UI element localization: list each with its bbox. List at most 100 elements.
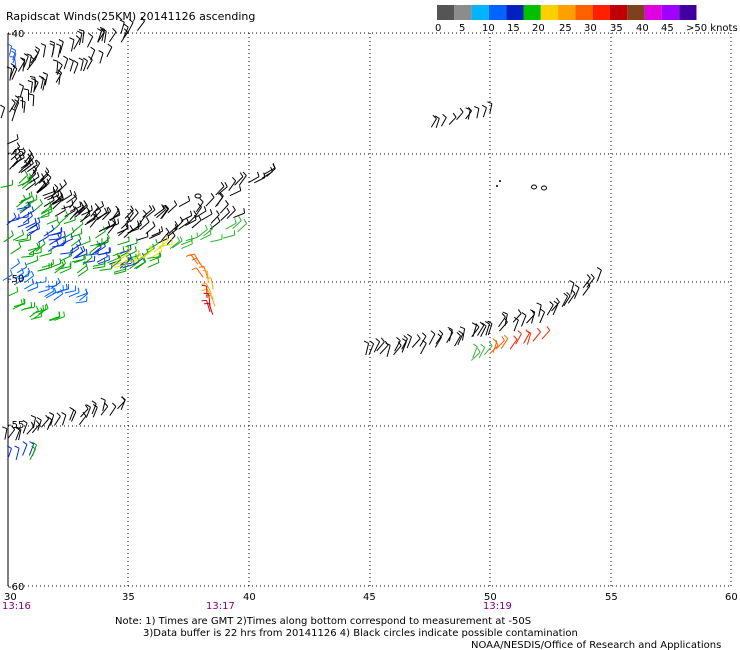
wind-barb xyxy=(73,38,81,50)
wind-barb xyxy=(54,242,67,248)
wind-barb xyxy=(73,63,79,74)
wind-barb xyxy=(60,252,73,255)
wind-barb xyxy=(161,208,170,219)
wind-barb xyxy=(154,208,165,217)
legend-color-box xyxy=(627,5,645,20)
wind-barb xyxy=(99,268,112,271)
wind-barb xyxy=(167,228,178,237)
wind-barb xyxy=(96,256,108,263)
legend-color-box xyxy=(488,5,507,20)
wind-barb xyxy=(180,239,193,246)
wind-barb xyxy=(248,176,260,183)
wind-barb xyxy=(10,66,16,78)
wind-barb xyxy=(74,250,86,259)
wind-barb xyxy=(21,306,32,311)
wind-barb xyxy=(168,225,178,235)
wind-barb xyxy=(18,174,28,184)
wind-barb xyxy=(118,227,128,237)
wind-barb xyxy=(54,235,66,243)
wind-barb xyxy=(27,286,38,292)
lat-lon-grid xyxy=(7,32,732,587)
wind-barb xyxy=(7,448,12,460)
wind-barb xyxy=(114,270,126,275)
wind-barb xyxy=(504,313,508,326)
wind-barb xyxy=(28,246,39,255)
wind-barb xyxy=(58,73,61,85)
wind-barb xyxy=(0,184,13,188)
wind-barb xyxy=(219,204,229,214)
wind-barb xyxy=(573,287,580,299)
wind-barb xyxy=(12,234,24,241)
wind-barb xyxy=(379,344,389,355)
wind-barb xyxy=(40,171,50,181)
pass-time-3: 13:19 xyxy=(483,601,512,612)
wind-barb xyxy=(435,333,444,345)
wind-barb xyxy=(49,262,62,269)
legend-color-box xyxy=(610,5,628,20)
wind-barb xyxy=(69,409,75,421)
wind-barb xyxy=(3,234,14,243)
wind-barb xyxy=(40,77,44,89)
wind-barb xyxy=(102,400,106,412)
wind-barb xyxy=(134,261,145,269)
wind-barb xyxy=(217,186,228,195)
wind-barb xyxy=(143,248,155,256)
wind-barb xyxy=(22,444,28,456)
wind-barb xyxy=(6,216,17,226)
wind-barb xyxy=(136,20,145,31)
legend-color-box xyxy=(471,5,489,20)
wind-barb xyxy=(34,177,45,187)
wind-barb xyxy=(82,60,88,72)
footnotes: Note: 1) Times are GMT 2)Times along bot… xyxy=(115,616,721,650)
wind-barb xyxy=(97,241,109,248)
wind-barb xyxy=(42,79,46,91)
wind-barb xyxy=(35,243,46,252)
y-tick-55: -55 xyxy=(8,420,24,431)
wind-barb xyxy=(99,52,104,64)
wind-barb xyxy=(16,206,29,210)
x-tick-50: 50 xyxy=(484,592,497,603)
wind-barb xyxy=(63,219,76,225)
wind-barb xyxy=(26,259,38,266)
wind-barb xyxy=(472,346,478,359)
wind-barb xyxy=(100,406,109,416)
wind-barb xyxy=(160,208,169,220)
wind-barb xyxy=(538,304,542,317)
wind-barb xyxy=(393,345,402,356)
wind-barb xyxy=(86,36,94,48)
wind-barb xyxy=(42,191,55,197)
legend-label-10: 10 xyxy=(482,23,495,34)
legend-color-box xyxy=(454,5,472,20)
wind-barb xyxy=(66,195,77,204)
wind-barb xyxy=(35,309,47,313)
wind-barb xyxy=(160,231,170,242)
wind-barb xyxy=(101,29,106,42)
wind-barb xyxy=(470,351,481,361)
wind-barb xyxy=(254,177,266,184)
wind-barb xyxy=(32,417,37,429)
wind-barb xyxy=(406,336,412,349)
wind-barb xyxy=(21,255,34,258)
legend-color-box xyxy=(592,5,610,20)
legend-label-5: 5 xyxy=(459,23,465,34)
wind-barb xyxy=(77,268,89,277)
wind-barb xyxy=(142,249,153,258)
wind-barb xyxy=(151,250,163,258)
wind-barb xyxy=(24,275,35,283)
wind-barb xyxy=(210,238,223,243)
legend-color-box xyxy=(506,5,524,20)
wind-barb xyxy=(172,240,183,249)
y-tick-45: -45 xyxy=(8,148,24,159)
wind-barb xyxy=(25,199,38,204)
wind-barb xyxy=(86,59,93,70)
wind-barb xyxy=(10,151,21,161)
wind-barb xyxy=(85,407,91,418)
wind-barb xyxy=(16,216,29,219)
wind-barb xyxy=(233,212,245,219)
wind-barb xyxy=(41,211,53,218)
wind-barb xyxy=(448,329,453,342)
wind-barb xyxy=(222,234,235,239)
wind-barb xyxy=(117,240,130,246)
wind-barb xyxy=(59,41,64,54)
wind-barb xyxy=(70,243,81,252)
